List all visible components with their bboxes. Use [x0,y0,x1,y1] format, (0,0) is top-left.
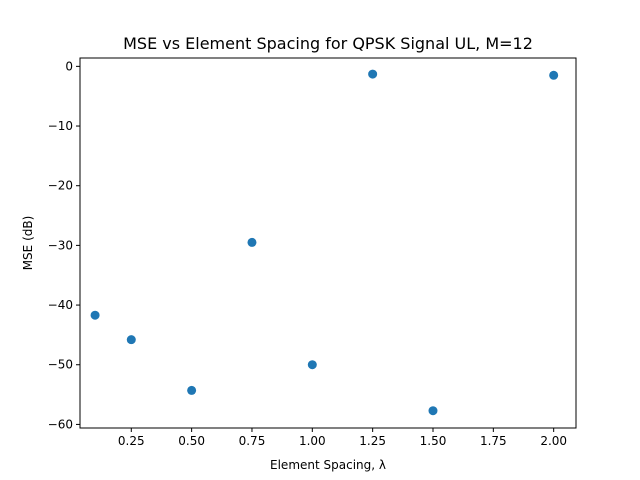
x-tick-label: 1.75 [480,434,507,448]
data-point [428,406,438,416]
data-point [368,69,378,79]
x-tick-label: 0.75 [239,434,266,448]
y-tick-label: −10 [48,119,73,133]
axes-frame [79,57,577,429]
data-point [307,360,317,370]
x-tick-label: 1.25 [359,434,386,448]
x-tick-label: 0.50 [178,434,205,448]
x-axis-label: Element Spacing, λ [270,458,386,472]
y-tick-label: 0 [65,59,73,73]
plot-area [90,69,559,416]
data-point [187,385,197,395]
y-axis-label: MSE (dB) [21,216,35,271]
y-tick-label: −40 [48,298,73,312]
x-tick-label: 1.50 [420,434,447,448]
y-tick-label: −50 [48,358,73,372]
chart-title: MSE vs Element Spacing for QPSK Signal U… [123,34,533,53]
data-point [126,335,136,345]
data-point [549,70,559,80]
data-point [247,237,257,247]
x-tick-label: 0.25 [118,434,145,448]
y-tick-label: −60 [48,417,73,431]
data-point [90,310,100,320]
x-tick-label: 2.00 [540,434,567,448]
y-tick-label: −20 [48,179,73,193]
y-tick-label: −30 [48,238,73,252]
x-tick-label: 1.00 [299,434,326,448]
